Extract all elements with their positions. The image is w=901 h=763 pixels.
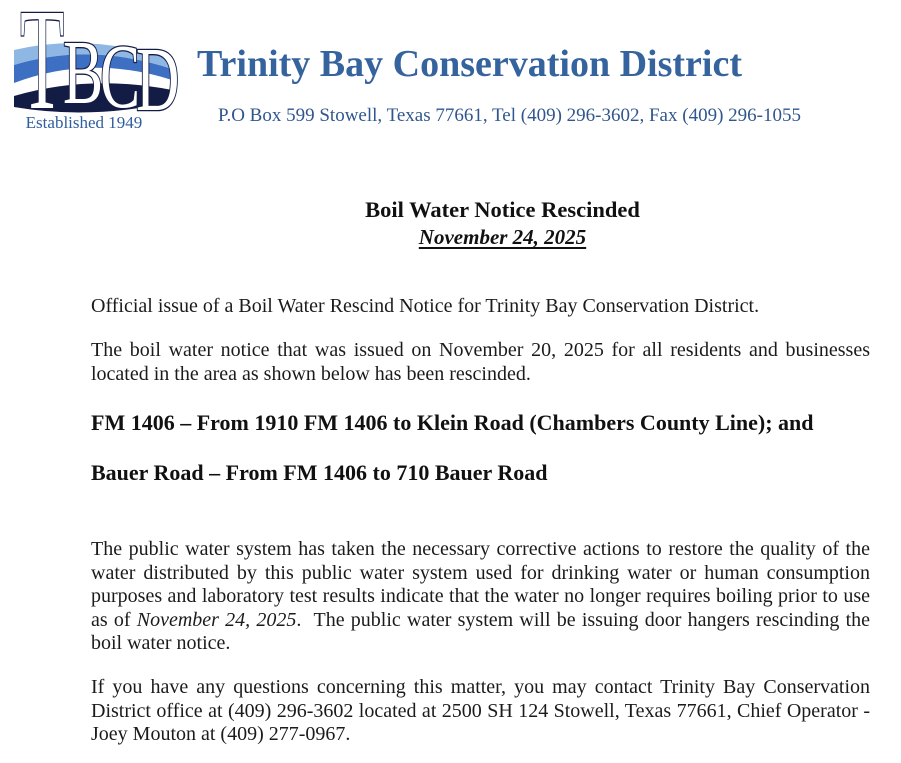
corrective-date-italic: November 24, 2025 bbox=[136, 608, 297, 631]
paragraph-notice-issued: The boil water notice that was issued on… bbox=[91, 339, 870, 385]
logo-wave-mid-blue bbox=[14, 54, 172, 83]
notice-date: November 24, 2025 bbox=[91, 225, 870, 250]
affected-area-line-2: Bauer Road – From FM 1406 to 710 Bauer R… bbox=[91, 460, 548, 485]
tbcd-logo: T B C D Established 1949 bbox=[14, 0, 180, 141]
paragraph-contact-info: If you have any questions concerning thi… bbox=[91, 676, 870, 745]
corrective-text-before-date: The public water system has taken the ne… bbox=[91, 538, 870, 631]
affected-area-line-1: FM 1406 – From 1910 FM 1406 to Klein Roa… bbox=[91, 410, 814, 435]
notice-title: Boil Water Notice Rescinded bbox=[365, 197, 640, 222]
paragraph-corrective-actions: The public water system has taken the ne… bbox=[91, 538, 870, 656]
logo-letter-b: B bbox=[63, 22, 103, 124]
organization-name: Trinity Bay Conservation District bbox=[197, 43, 742, 85]
logo-wave-light-blue bbox=[14, 42, 172, 69]
tbcd-logo-icon: T B C D bbox=[14, 0, 180, 141]
logo-established-text: Established 1949 bbox=[25, 113, 143, 132]
organization-address-line: P.O Box 599 Stowell, Texas 77661, Tel (4… bbox=[218, 105, 801, 126]
notice-date-text: November 24, 2025 bbox=[418, 225, 587, 249]
corrective-text-after-date: . The public water system will be issuin… bbox=[91, 608, 870, 655]
logo-wave-navy bbox=[14, 83, 172, 113]
logo-letter-d: D bbox=[136, 29, 179, 131]
paragraph-official-issue: Official issue of a Boil Water Rescind N… bbox=[91, 295, 760, 317]
logo-letter-t: T bbox=[20, 0, 64, 140]
logo-letter-c: C bbox=[100, 26, 140, 128]
